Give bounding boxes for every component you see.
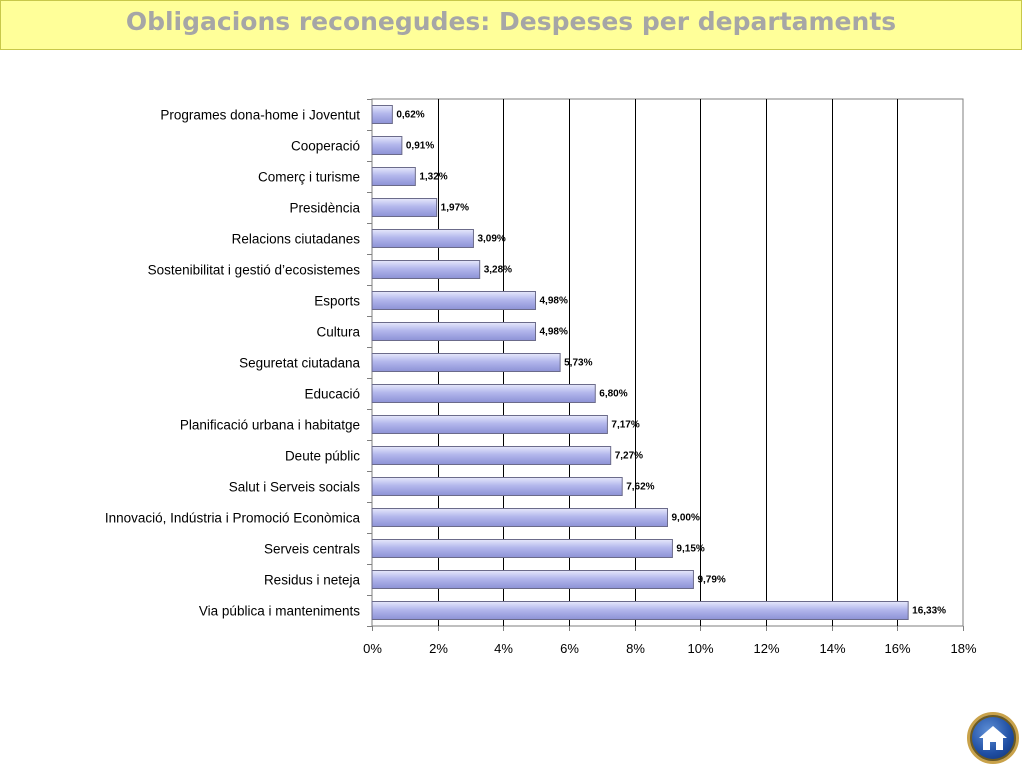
data-label: 7,27% (615, 451, 643, 462)
category-label: Presidència (289, 201, 360, 216)
home-button[interactable] (967, 712, 1019, 764)
bar (371, 136, 403, 155)
bar (371, 198, 438, 217)
x-tick-label: 18% (950, 641, 976, 656)
data-label: 0,91% (406, 141, 434, 152)
x-tick-label: 12% (753, 641, 779, 656)
bar (371, 353, 561, 372)
bar (371, 105, 393, 124)
data-label: 9,79% (697, 575, 725, 586)
data-label: 7,17% (611, 420, 639, 431)
data-label: 1,97% (441, 203, 469, 214)
category-label: Deute públic (285, 449, 360, 464)
x-tick-label: 2% (429, 641, 448, 656)
category-label: Educació (304, 387, 360, 402)
bar (371, 570, 694, 589)
category-label: Comerç i turisme (258, 170, 360, 185)
category-label: Seguretat ciutadana (239, 356, 360, 371)
data-label: 7,62% (626, 482, 654, 493)
x-tick-label: 6% (560, 641, 579, 656)
data-label: 5,73% (564, 358, 592, 369)
data-label: 3,28% (484, 265, 512, 276)
home-icon (979, 726, 1007, 750)
bar (371, 167, 416, 186)
data-label: 3,09% (477, 234, 505, 245)
bar (371, 384, 596, 403)
data-label: 4,98% (540, 296, 568, 307)
x-tick-label: 8% (626, 641, 645, 656)
category-label: Relacions ciutadanes (232, 232, 361, 247)
data-label: 9,15% (676, 544, 704, 555)
data-label: 6,80% (599, 389, 627, 400)
bar (371, 601, 909, 620)
bars (371, 105, 909, 620)
category-label: Esports (314, 294, 360, 309)
data-label: 4,98% (540, 327, 568, 338)
bar (371, 322, 537, 341)
bar (371, 260, 481, 279)
bar (371, 229, 474, 248)
title-bar: Obligacions reconegudes: Despeses per de… (0, 0, 1022, 50)
category-label: Programes dona-home i Joventut (160, 108, 360, 123)
category-label: Planificació urbana i habitatge (180, 418, 360, 433)
x-tick-label: 10% (687, 641, 713, 656)
data-label: 1,32% (419, 172, 447, 183)
x-axis-ticks: 0% 2% 4% 6% 8% 10% 12% 14% 16% 18% (363, 99, 977, 656)
data-labels: 0,62% 0,91% 1,32% 1,97% 3,09% 3,28% 4,98% 4,98%… (396, 110, 946, 617)
bar (371, 539, 673, 558)
x-tick-label: 0% (363, 641, 382, 656)
category-label: Via pública i manteniments (199, 604, 360, 619)
data-label: 16,33% (912, 606, 946, 617)
category-label: Cooperació (291, 139, 360, 154)
bar (371, 477, 623, 496)
x-tick-label: 4% (494, 641, 513, 656)
page-title: Obligacions reconegudes: Despeses per de… (125, 7, 897, 36)
x-tick-label: 14% (819, 641, 845, 656)
category-labels: Programes dona-home i Joventut Cooperació… (105, 108, 361, 619)
data-label: 0,62% (396, 110, 424, 121)
category-label: Cultura (316, 325, 360, 340)
bar (371, 291, 537, 310)
bar (371, 508, 668, 527)
x-tick-label: 16% (884, 641, 910, 656)
category-label: Salut i Serveis socials (229, 480, 361, 495)
category-label: Residus i neteja (264, 573, 361, 588)
data-label: 9,00% (672, 513, 700, 524)
bar (371, 415, 608, 434)
category-label: Sostenibilitat i gestió d’ecosistemes (148, 263, 361, 278)
bar (371, 446, 612, 465)
category-label: Serveis centrals (264, 542, 360, 557)
category-label: Innovació, Indústria i Promoció Econòmic… (105, 511, 361, 526)
